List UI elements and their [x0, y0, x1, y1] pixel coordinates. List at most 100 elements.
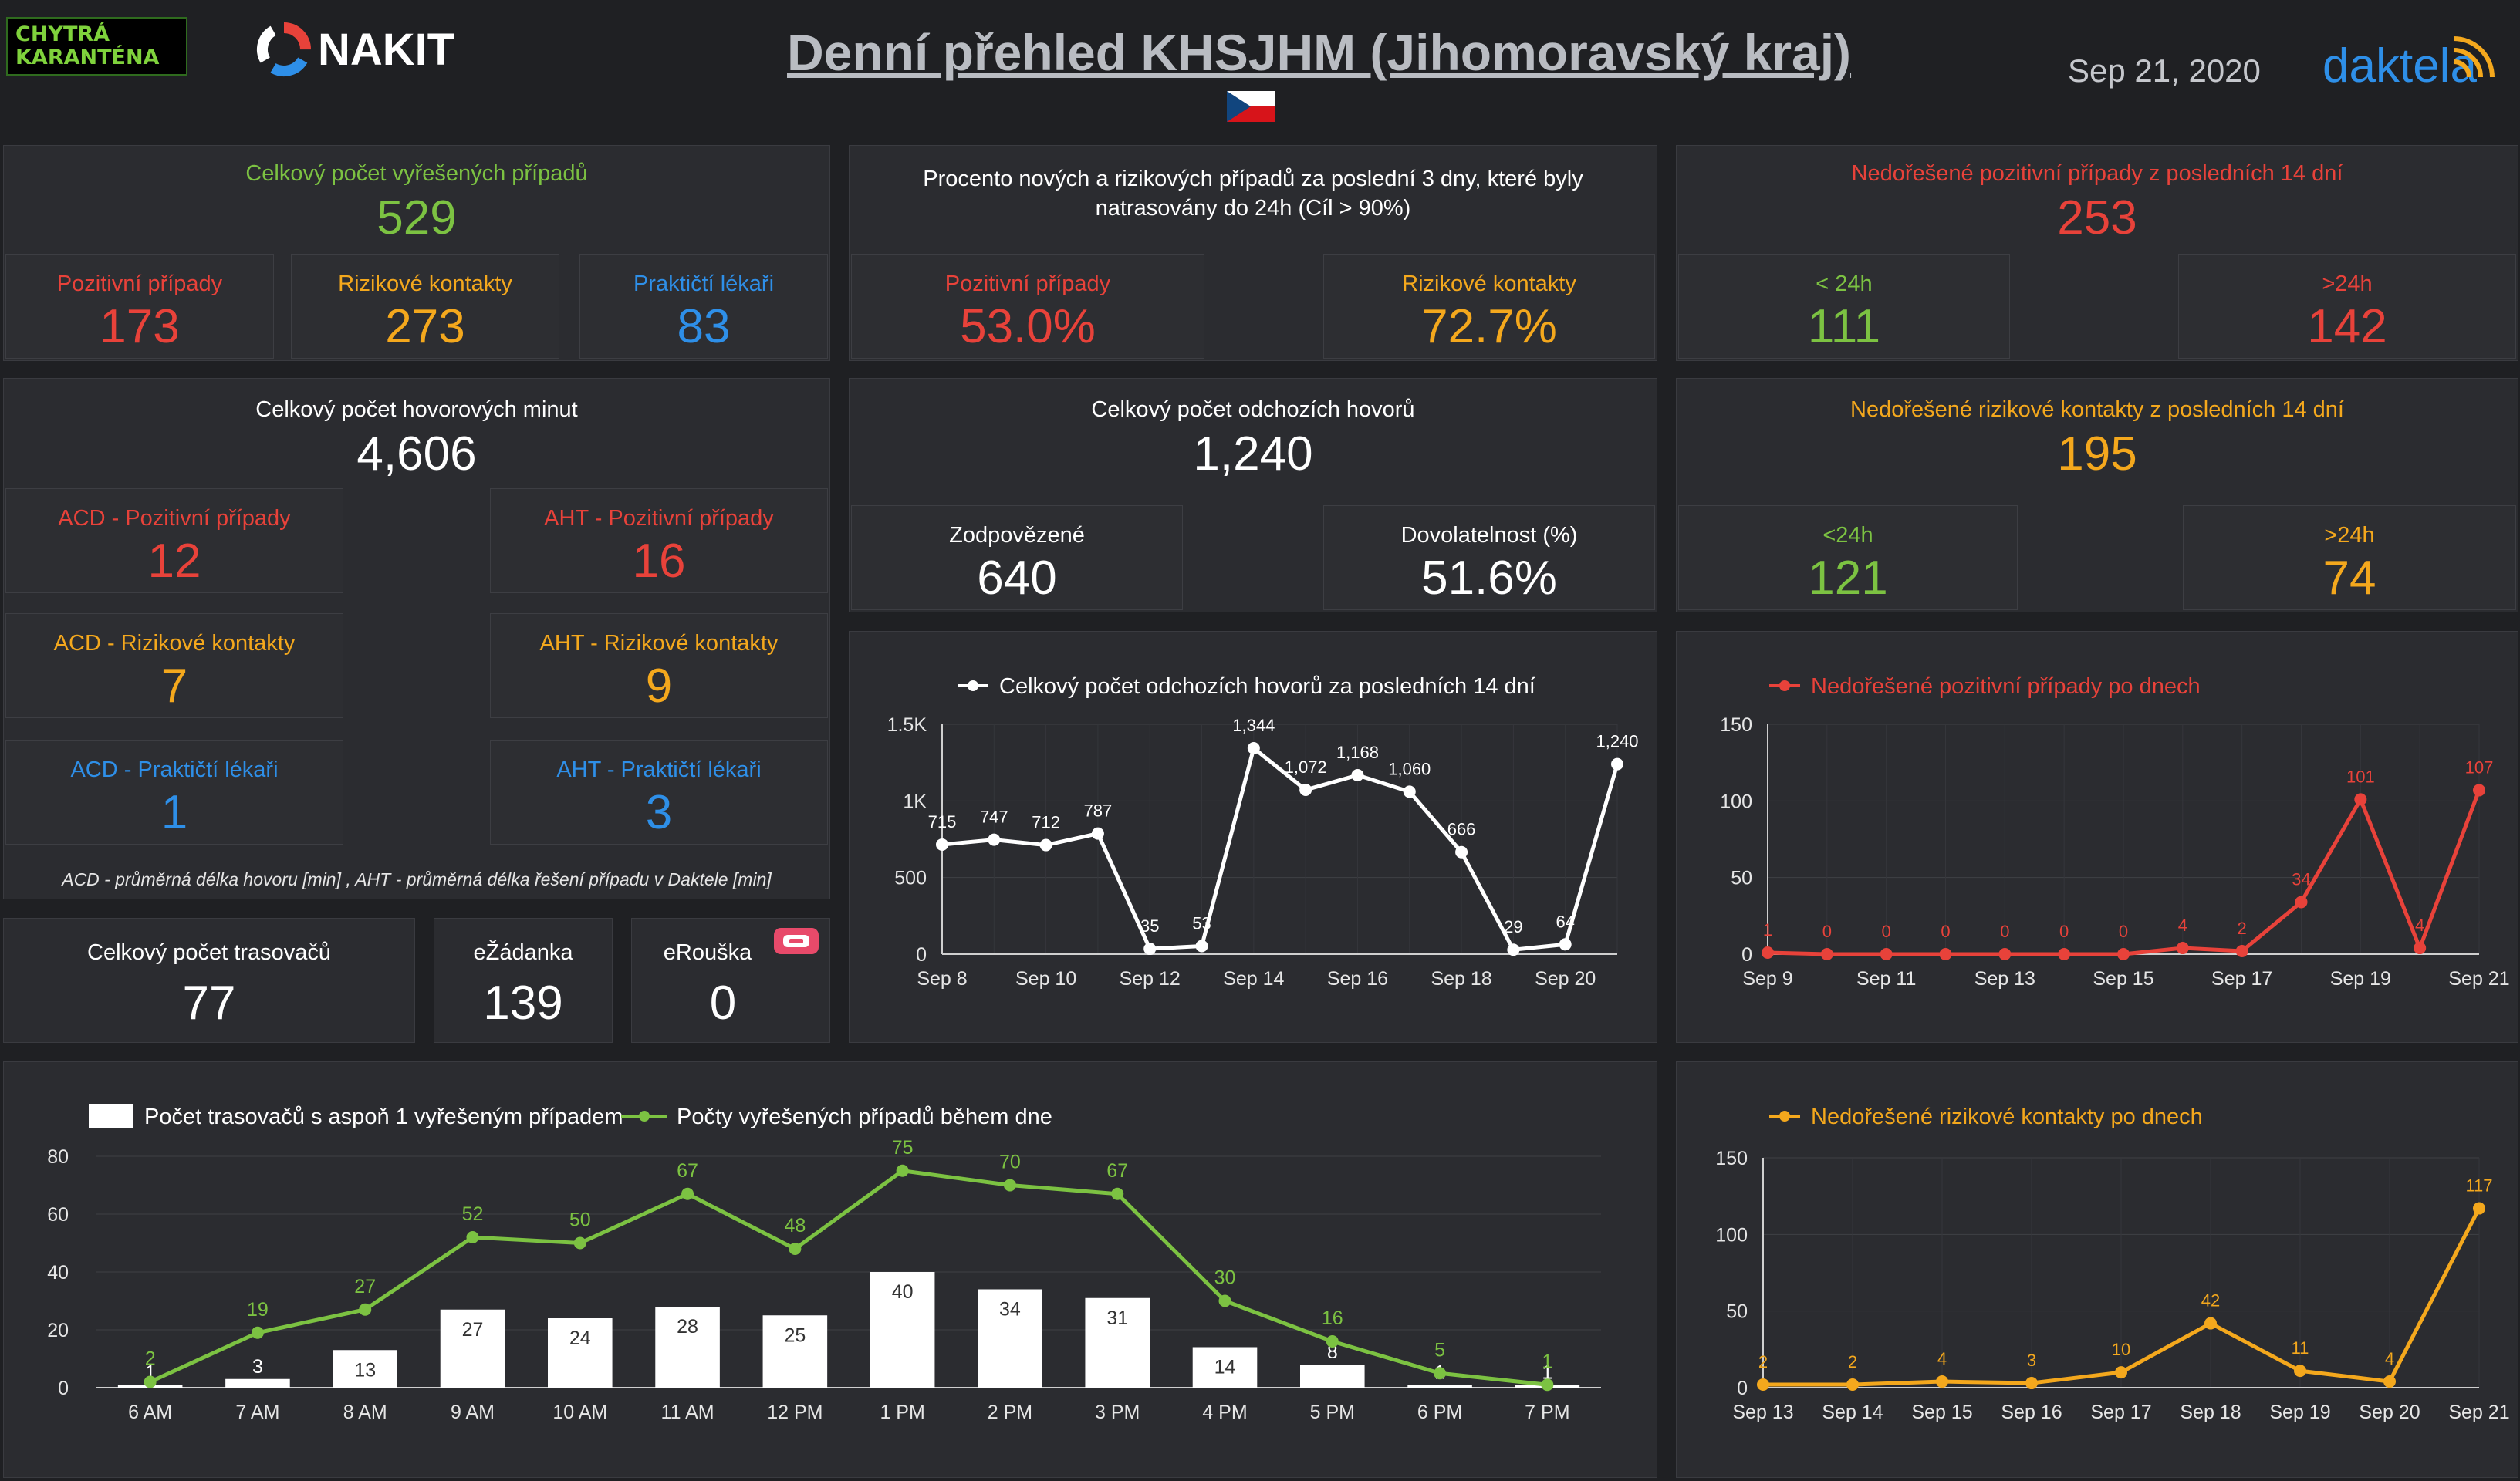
data-label: 16 — [1322, 1307, 1343, 1329]
bar-label: 25 — [784, 1324, 806, 1346]
logo-nakit: NAKIT — [255, 19, 454, 80]
data-label: 101 — [2346, 767, 2375, 786]
x-tick-label: Sep 20 — [2359, 1402, 2420, 1423]
data-point — [2025, 1377, 2038, 1390]
resolved-total: 529 — [377, 191, 457, 245]
minutes-note: ACD - průměrná délka hovoru [min] , AHT … — [62, 869, 772, 889]
data-label: 2 — [2238, 919, 2247, 938]
logo-chytra-text: CHYTRÁ KARANTÉNA — [15, 22, 160, 69]
erouska-label: eRouška — [663, 940, 752, 965]
x-tick-label: Sep 21 — [2448, 1402, 2509, 1423]
y-tick-label: 0 — [58, 1378, 69, 1399]
data-point — [1762, 946, 1774, 960]
tracers-total-value: 77 — [182, 977, 236, 1030]
panel-unresolved-risk: Nedořešené rizikové kontakty z posledníc… — [1676, 378, 2518, 612]
data-label: 666 — [1447, 820, 1476, 839]
data-point — [936, 838, 948, 851]
x-tick-label: Sep 19 — [2330, 968, 2391, 990]
x-tick-label: Sep 8 — [917, 968, 967, 990]
x-tick-label: Sep 10 — [1015, 968, 1076, 990]
data-point — [1218, 1294, 1231, 1307]
data-label: 4 — [2415, 916, 2424, 935]
x-tick-label: Sep 20 — [1535, 968, 1596, 990]
data-point — [1541, 1378, 1554, 1392]
resolved-risk-card: Rizikové kontakty 273 — [291, 254, 559, 359]
x-tick-label: Sep 18 — [2180, 1402, 2241, 1423]
data-label: 1,072 — [1285, 757, 1327, 777]
x-tick-label: 11 AM — [661, 1402, 714, 1423]
x-tick-label: 2 PM — [988, 1402, 1032, 1423]
acd-risk-label: ACD - Rizikové kontakty — [53, 631, 296, 656]
report-date: Sep 21, 2020 — [2068, 52, 2261, 89]
unresolved-risk-total: 195 — [2057, 427, 2137, 481]
acd-positive-label: ACD - Pozitivní případy — [58, 506, 291, 531]
data-point — [2115, 1366, 2127, 1379]
data-label: 42 — [2201, 1291, 2220, 1311]
y-tick-label: 100 — [1715, 1224, 1748, 1246]
bar-label: 40 — [892, 1281, 914, 1303]
panel-hourly-chart: Počet trasovačů s aspoň 1 vyřešeným příp… — [3, 1061, 1657, 1478]
data-point — [2473, 1202, 2485, 1215]
daktela-text: daktela — [2322, 39, 2477, 93]
data-label: 2 — [1758, 1352, 1768, 1371]
y-tick-label: 40 — [47, 1262, 69, 1284]
minutes-total: 4,606 — [356, 427, 477, 481]
bar-label: 31 — [1106, 1307, 1128, 1329]
data-label: 107 — [2465, 757, 2494, 777]
aht-risk-label: AHT - Rizikové kontakty — [539, 631, 779, 656]
resolved-gp-value: 83 — [677, 300, 731, 353]
data-point — [2176, 942, 2189, 955]
tracers-total-label: Celkový počet trasovačů — [87, 940, 331, 965]
data-point — [681, 1187, 694, 1200]
data-label: 4 — [1937, 1349, 1947, 1368]
y-tick-label: 0 — [916, 944, 927, 966]
data-label: 0 — [1882, 922, 1891, 941]
bar — [655, 1307, 720, 1388]
unresolved-risk-title: Nedořešené rizikové kontakty z posledníc… — [1850, 397, 2344, 422]
series-line — [149, 1169, 1548, 1387]
y-tick-label: 0 — [1741, 944, 1752, 966]
x-tick-label: Sep 18 — [1431, 968, 1491, 990]
data-point — [1880, 948, 1893, 960]
unresolved-risk-lt-value: 121 — [1808, 552, 1888, 605]
data-label: 712 — [1032, 813, 1060, 832]
daktela-logo: daktela — [2322, 23, 2515, 100]
series-line — [941, 744, 1620, 952]
x-tick-label: Sep 19 — [2269, 1402, 2330, 1423]
aht-risk-value: 9 — [645, 660, 673, 713]
panel-resolved: Celkový počet vyřešených případů 529 Poz… — [3, 145, 830, 361]
data-point — [573, 1236, 586, 1250]
bar-label: 27 — [462, 1319, 484, 1341]
data-point — [1939, 948, 1952, 960]
data-point — [1247, 741, 1260, 754]
x-tick-label: Sep 16 — [1327, 968, 1388, 990]
traced-positive-value: 53.0% — [960, 300, 1096, 353]
risk-daily-line-chart: Nedořešené rizikové kontakty po dnech 0 50… — [1715, 1105, 2509, 1423]
data-label: 1,060 — [1388, 759, 1431, 778]
x-tick-label: Sep 9 — [1742, 968, 1792, 990]
data-label: 2 — [1848, 1352, 1857, 1371]
panel-risk-daily-chart: Nedořešené rizikové kontakty po dnech 0 50… — [1676, 1061, 2518, 1478]
data-point — [2295, 896, 2308, 909]
resolved-title: Celkový počet vyřešených případů — [245, 161, 588, 186]
data-label: 70 — [999, 1152, 1021, 1173]
data-point — [1820, 948, 1833, 960]
bar — [333, 1350, 397, 1388]
hourly-combo-chart: Počet trasovačů s aspoň 1 vyřešeným příp… — [47, 1104, 1601, 1423]
data-label: 67 — [677, 1160, 698, 1182]
ezadanka-value: 139 — [483, 977, 563, 1030]
aht-gp-value: 3 — [645, 786, 673, 839]
panel-positive-daily-chart: Nedořešené pozitivní případy po dnech 0 50… — [1676, 631, 2518, 1043]
data-point — [1757, 1378, 1769, 1392]
data-label: 747 — [980, 808, 1008, 827]
data-label: 34 — [2292, 869, 2310, 889]
aht-positive-card: AHT - Pozitivní případy 16 — [490, 488, 828, 593]
data-label: 27 — [354, 1276, 376, 1297]
resolved-positive-label: Pozitivní případy — [56, 272, 223, 296]
data-point — [466, 1231, 479, 1243]
legend-label: Nedořešené rizikové kontakty po dnech — [1811, 1105, 2203, 1129]
data-label: 29 — [1504, 917, 1522, 936]
x-tick-label: 12 PM — [767, 1402, 823, 1423]
data-point — [359, 1303, 372, 1316]
y-tick-label: 500 — [894, 868, 927, 889]
